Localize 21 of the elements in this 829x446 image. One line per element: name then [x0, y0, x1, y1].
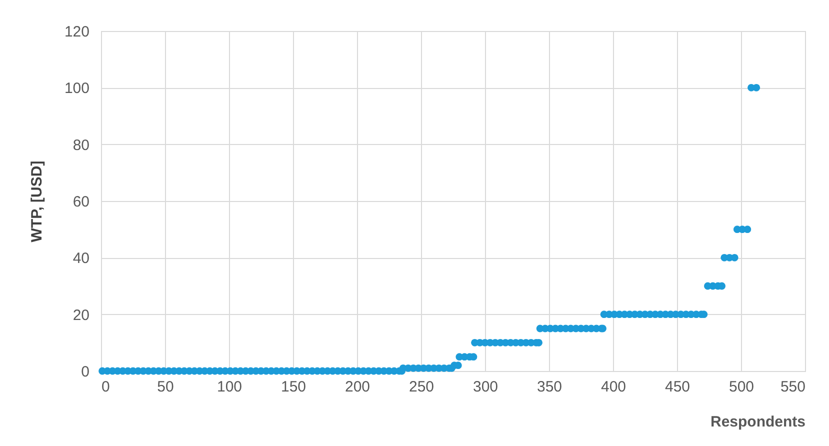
x-tick-label: 300 — [472, 378, 498, 396]
y-tick-label: 40 — [72, 250, 90, 268]
x-axis-title: Respondents — [710, 414, 806, 430]
x-tick-label: 550 — [780, 378, 806, 396]
y-tick-label: 80 — [72, 136, 90, 154]
x-tick-label: 250 — [408, 378, 434, 396]
y-tick-label: 100 — [64, 80, 90, 98]
x-tick-label: 100 — [216, 378, 242, 396]
y-tick-label: 20 — [72, 306, 90, 324]
x-tick-label: 400 — [600, 378, 626, 396]
x-tick-label: 350 — [536, 378, 562, 396]
x-tick-label: 500 — [728, 378, 754, 396]
x-tick-label: 50 — [157, 378, 174, 396]
y-tick-label: 120 — [64, 24, 90, 40]
y-axis-title: WTP, [USD] — [28, 160, 46, 242]
x-tick-label: 200 — [344, 378, 370, 396]
x-tick-label: 150 — [280, 378, 306, 396]
x-tick-label: 450 — [664, 378, 690, 396]
x-tick-label: 0 — [102, 378, 110, 396]
y-tick-label: 0 — [81, 364, 90, 380]
y-tick-label: 60 — [72, 194, 90, 210]
